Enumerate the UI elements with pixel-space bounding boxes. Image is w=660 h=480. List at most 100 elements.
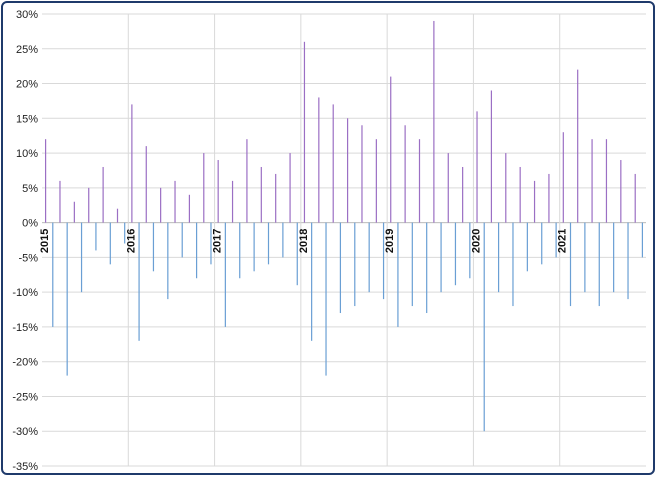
bar bbox=[224, 222, 226, 327]
bar bbox=[52, 222, 54, 327]
y-axis: 30% 25% 20% 15% 10% 5% 0% -5% -10% -15% -20% -25% -3… bbox=[12, 9, 38, 473]
bar bbox=[102, 166, 104, 223]
bar bbox=[195, 222, 198, 279]
bar bbox=[80, 222, 83, 293]
y-tick-label: 30% bbox=[16, 9, 38, 21]
x-tick-label: 2019 bbox=[384, 229, 396, 253]
x-axis: 2015 2016 2017 2018 2019 2020 2021 bbox=[39, 229, 569, 253]
bar bbox=[160, 187, 162, 223]
bar bbox=[505, 153, 507, 223]
bar bbox=[641, 222, 644, 258]
bar bbox=[275, 173, 277, 223]
bar bbox=[145, 146, 147, 223]
bar bbox=[533, 180, 536, 223]
bar bbox=[462, 166, 464, 223]
y-tick-label: -35% bbox=[12, 461, 38, 473]
bar bbox=[59, 180, 61, 223]
bar bbox=[584, 222, 586, 293]
bar bbox=[95, 222, 97, 251]
bar bbox=[548, 173, 550, 223]
bar bbox=[526, 222, 528, 272]
bar bbox=[174, 180, 176, 223]
bar bbox=[382, 222, 385, 300]
bar bbox=[497, 222, 500, 293]
bar bbox=[253, 222, 255, 272]
bar bbox=[454, 222, 457, 286]
y-tick-label: -25% bbox=[12, 391, 38, 403]
bar bbox=[44, 139, 47, 223]
x-tick-label: 2016 bbox=[125, 229, 137, 253]
y-tick-label: -15% bbox=[12, 322, 38, 334]
bar bbox=[318, 97, 320, 223]
bar bbox=[267, 222, 270, 265]
bar bbox=[239, 222, 241, 279]
bar bbox=[447, 153, 449, 223]
bar bbox=[88, 187, 90, 223]
bar bbox=[411, 222, 413, 307]
bar bbox=[296, 222, 298, 286]
bar bbox=[469, 222, 471, 279]
y-tick-label: 20% bbox=[16, 79, 38, 91]
bar bbox=[109, 222, 111, 265]
bar bbox=[131, 104, 133, 223]
x-tick-label: 2015 bbox=[39, 229, 51, 253]
bar bbox=[598, 222, 600, 307]
y-tick-label: 25% bbox=[16, 44, 38, 56]
bar bbox=[167, 222, 169, 300]
bar bbox=[541, 222, 543, 265]
y-tick-label: -30% bbox=[12, 426, 38, 438]
bar bbox=[519, 166, 521, 223]
bar bbox=[634, 173, 636, 223]
bar bbox=[512, 222, 514, 307]
bar bbox=[605, 139, 608, 223]
bar bbox=[476, 111, 478, 223]
y-tick-label: 0% bbox=[22, 218, 38, 230]
bar bbox=[217, 160, 219, 223]
bar bbox=[181, 222, 183, 258]
bar bbox=[620, 160, 622, 223]
bar bbox=[116, 208, 119, 223]
bar bbox=[138, 222, 140, 341]
bar bbox=[282, 222, 284, 258]
bar bbox=[591, 139, 593, 223]
bar bbox=[210, 222, 212, 265]
bar bbox=[354, 222, 356, 307]
bar bbox=[562, 132, 564, 223]
x-tick-label: 2017 bbox=[212, 229, 224, 253]
y-tick-label: -5% bbox=[18, 252, 38, 264]
bar bbox=[418, 139, 421, 223]
y-tick-label: -10% bbox=[12, 287, 38, 299]
bar bbox=[188, 194, 191, 223]
bar bbox=[555, 222, 557, 258]
bar bbox=[346, 118, 349, 223]
bar bbox=[303, 41, 306, 223]
bar bbox=[246, 139, 248, 223]
bar bbox=[627, 222, 629, 300]
x-tick-label: 2018 bbox=[298, 229, 310, 253]
x-tick-label: 2021 bbox=[557, 229, 569, 253]
bar bbox=[433, 20, 435, 223]
bar bbox=[375, 139, 377, 223]
bar bbox=[311, 222, 313, 341]
bar bbox=[426, 222, 428, 314]
bar bbox=[339, 222, 342, 314]
bar bbox=[332, 104, 334, 223]
bar bbox=[577, 69, 579, 223]
bar bbox=[390, 76, 392, 223]
bar bbox=[73, 201, 75, 223]
bar bbox=[569, 222, 572, 307]
bar bbox=[231, 180, 234, 223]
bar bbox=[440, 222, 442, 293]
bar bbox=[404, 125, 406, 223]
bar bbox=[361, 125, 363, 223]
bar bbox=[325, 222, 327, 376]
bar bbox=[483, 222, 485, 432]
bar bbox=[397, 222, 399, 327]
y-tick-label: 15% bbox=[16, 113, 38, 125]
y-tick-label: 10% bbox=[16, 148, 38, 160]
bar bbox=[368, 222, 370, 293]
bar bbox=[613, 222, 615, 293]
x-tick-label: 2020 bbox=[470, 229, 482, 253]
bar bbox=[152, 222, 155, 272]
